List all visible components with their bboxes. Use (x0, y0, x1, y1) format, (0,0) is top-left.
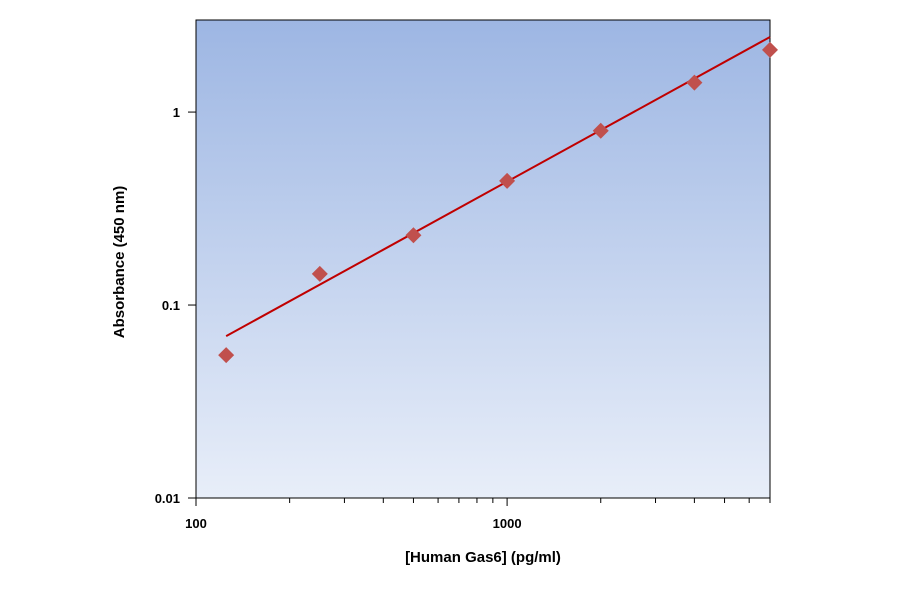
data-point (311, 265, 328, 282)
x-tick-label: 1000 (493, 516, 522, 531)
data-point (762, 41, 778, 58)
data-point (592, 122, 609, 139)
x-axis-tick-labels: 100 1000 (185, 516, 521, 531)
plot-area (195, 19, 771, 499)
y-axis-ticks (188, 111, 196, 499)
data-points (218, 41, 778, 364)
y-axis-tick-labels: 0.01 0.1 1 (155, 105, 180, 506)
fit-line (225, 36, 771, 338)
data-point (218, 347, 235, 364)
data-point (405, 227, 422, 244)
x-axis-title: [Human Gas6] (pg/ml) (405, 549, 561, 566)
x-axis-ticks (195, 498, 771, 506)
x-tick-label: 100 (185, 516, 207, 531)
y-tick-label: 0.01 (155, 491, 180, 506)
data-point (686, 74, 703, 91)
data-point (499, 172, 516, 189)
y-tick-label: 1 (173, 105, 180, 120)
y-tick-label: 0.1 (162, 298, 180, 313)
y-axis-title: Absorbance (450 nm) (111, 186, 128, 339)
